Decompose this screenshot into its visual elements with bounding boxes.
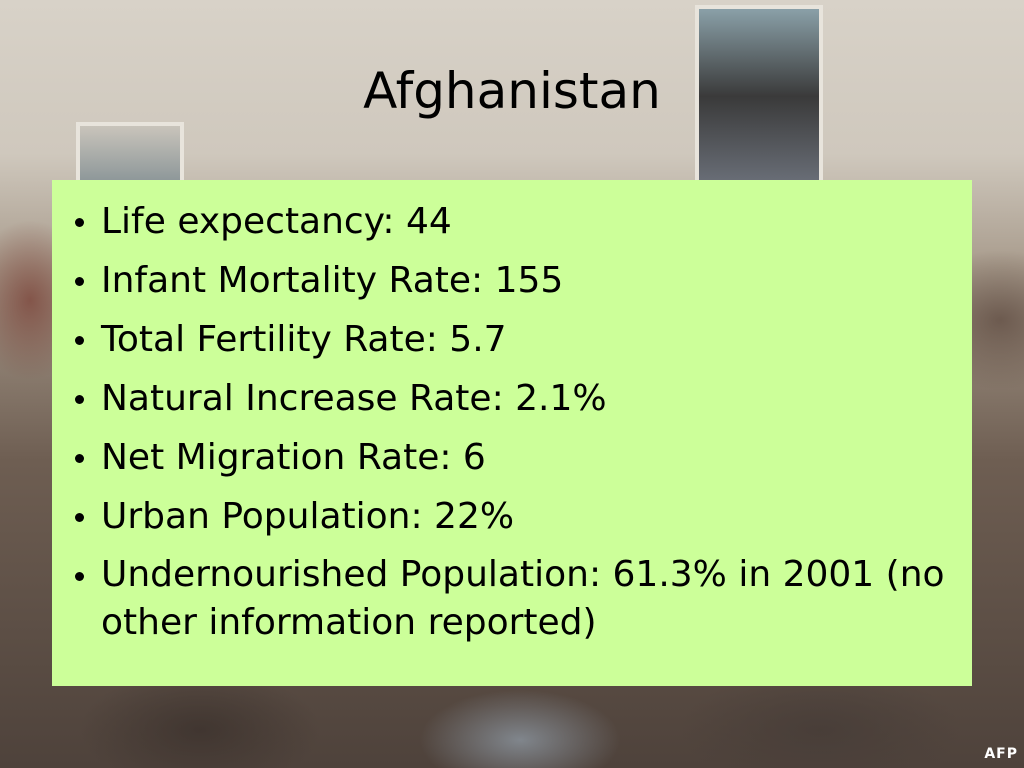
- bullet-text: Life expectancy: 44: [101, 201, 452, 242]
- bullet-dot: [75, 454, 84, 463]
- bullet-item: Total Fertility Rate: 5.7: [72, 310, 952, 369]
- bullet-text: Infant Mortality Rate: 155: [101, 260, 564, 301]
- bullet-item: Urban Population: 22%: [72, 487, 952, 546]
- bullet-text: Total Fertility Rate: 5.7: [101, 319, 507, 360]
- bullet-dot: [75, 395, 84, 404]
- slide-title: Afghanistan: [363, 62, 661, 120]
- bullet-item: Life expectancy: 44: [72, 192, 952, 251]
- bullet-item: Net Migration Rate: 6: [72, 428, 952, 487]
- bullet-dot: [75, 336, 84, 345]
- bullet-item: Undernourished Population: 61.3% in 2001…: [72, 551, 952, 647]
- bullet-item: Natural Increase Rate: 2.1%: [72, 369, 952, 428]
- photo-credit: AFP: [984, 746, 1018, 762]
- bullet-text: Natural Increase Rate: 2.1%: [101, 378, 607, 419]
- photo-sign: [695, 5, 823, 188]
- bullet-item: Infant Mortality Rate: 155: [72, 251, 952, 310]
- bullet-text: Urban Population: 22%: [101, 496, 515, 537]
- bullet-text: Undernourished Population: 61.3% in 2001…: [101, 554, 945, 643]
- bullet-dot: [75, 218, 84, 227]
- bullet-text: Net Migration Rate: 6: [101, 437, 486, 478]
- bullet-dot: [75, 572, 84, 581]
- bullet-dot: [75, 277, 84, 286]
- bullet-box: Life expectancy: 44 Infant Mortality Rate…: [52, 180, 972, 686]
- bullet-dot: [75, 513, 84, 522]
